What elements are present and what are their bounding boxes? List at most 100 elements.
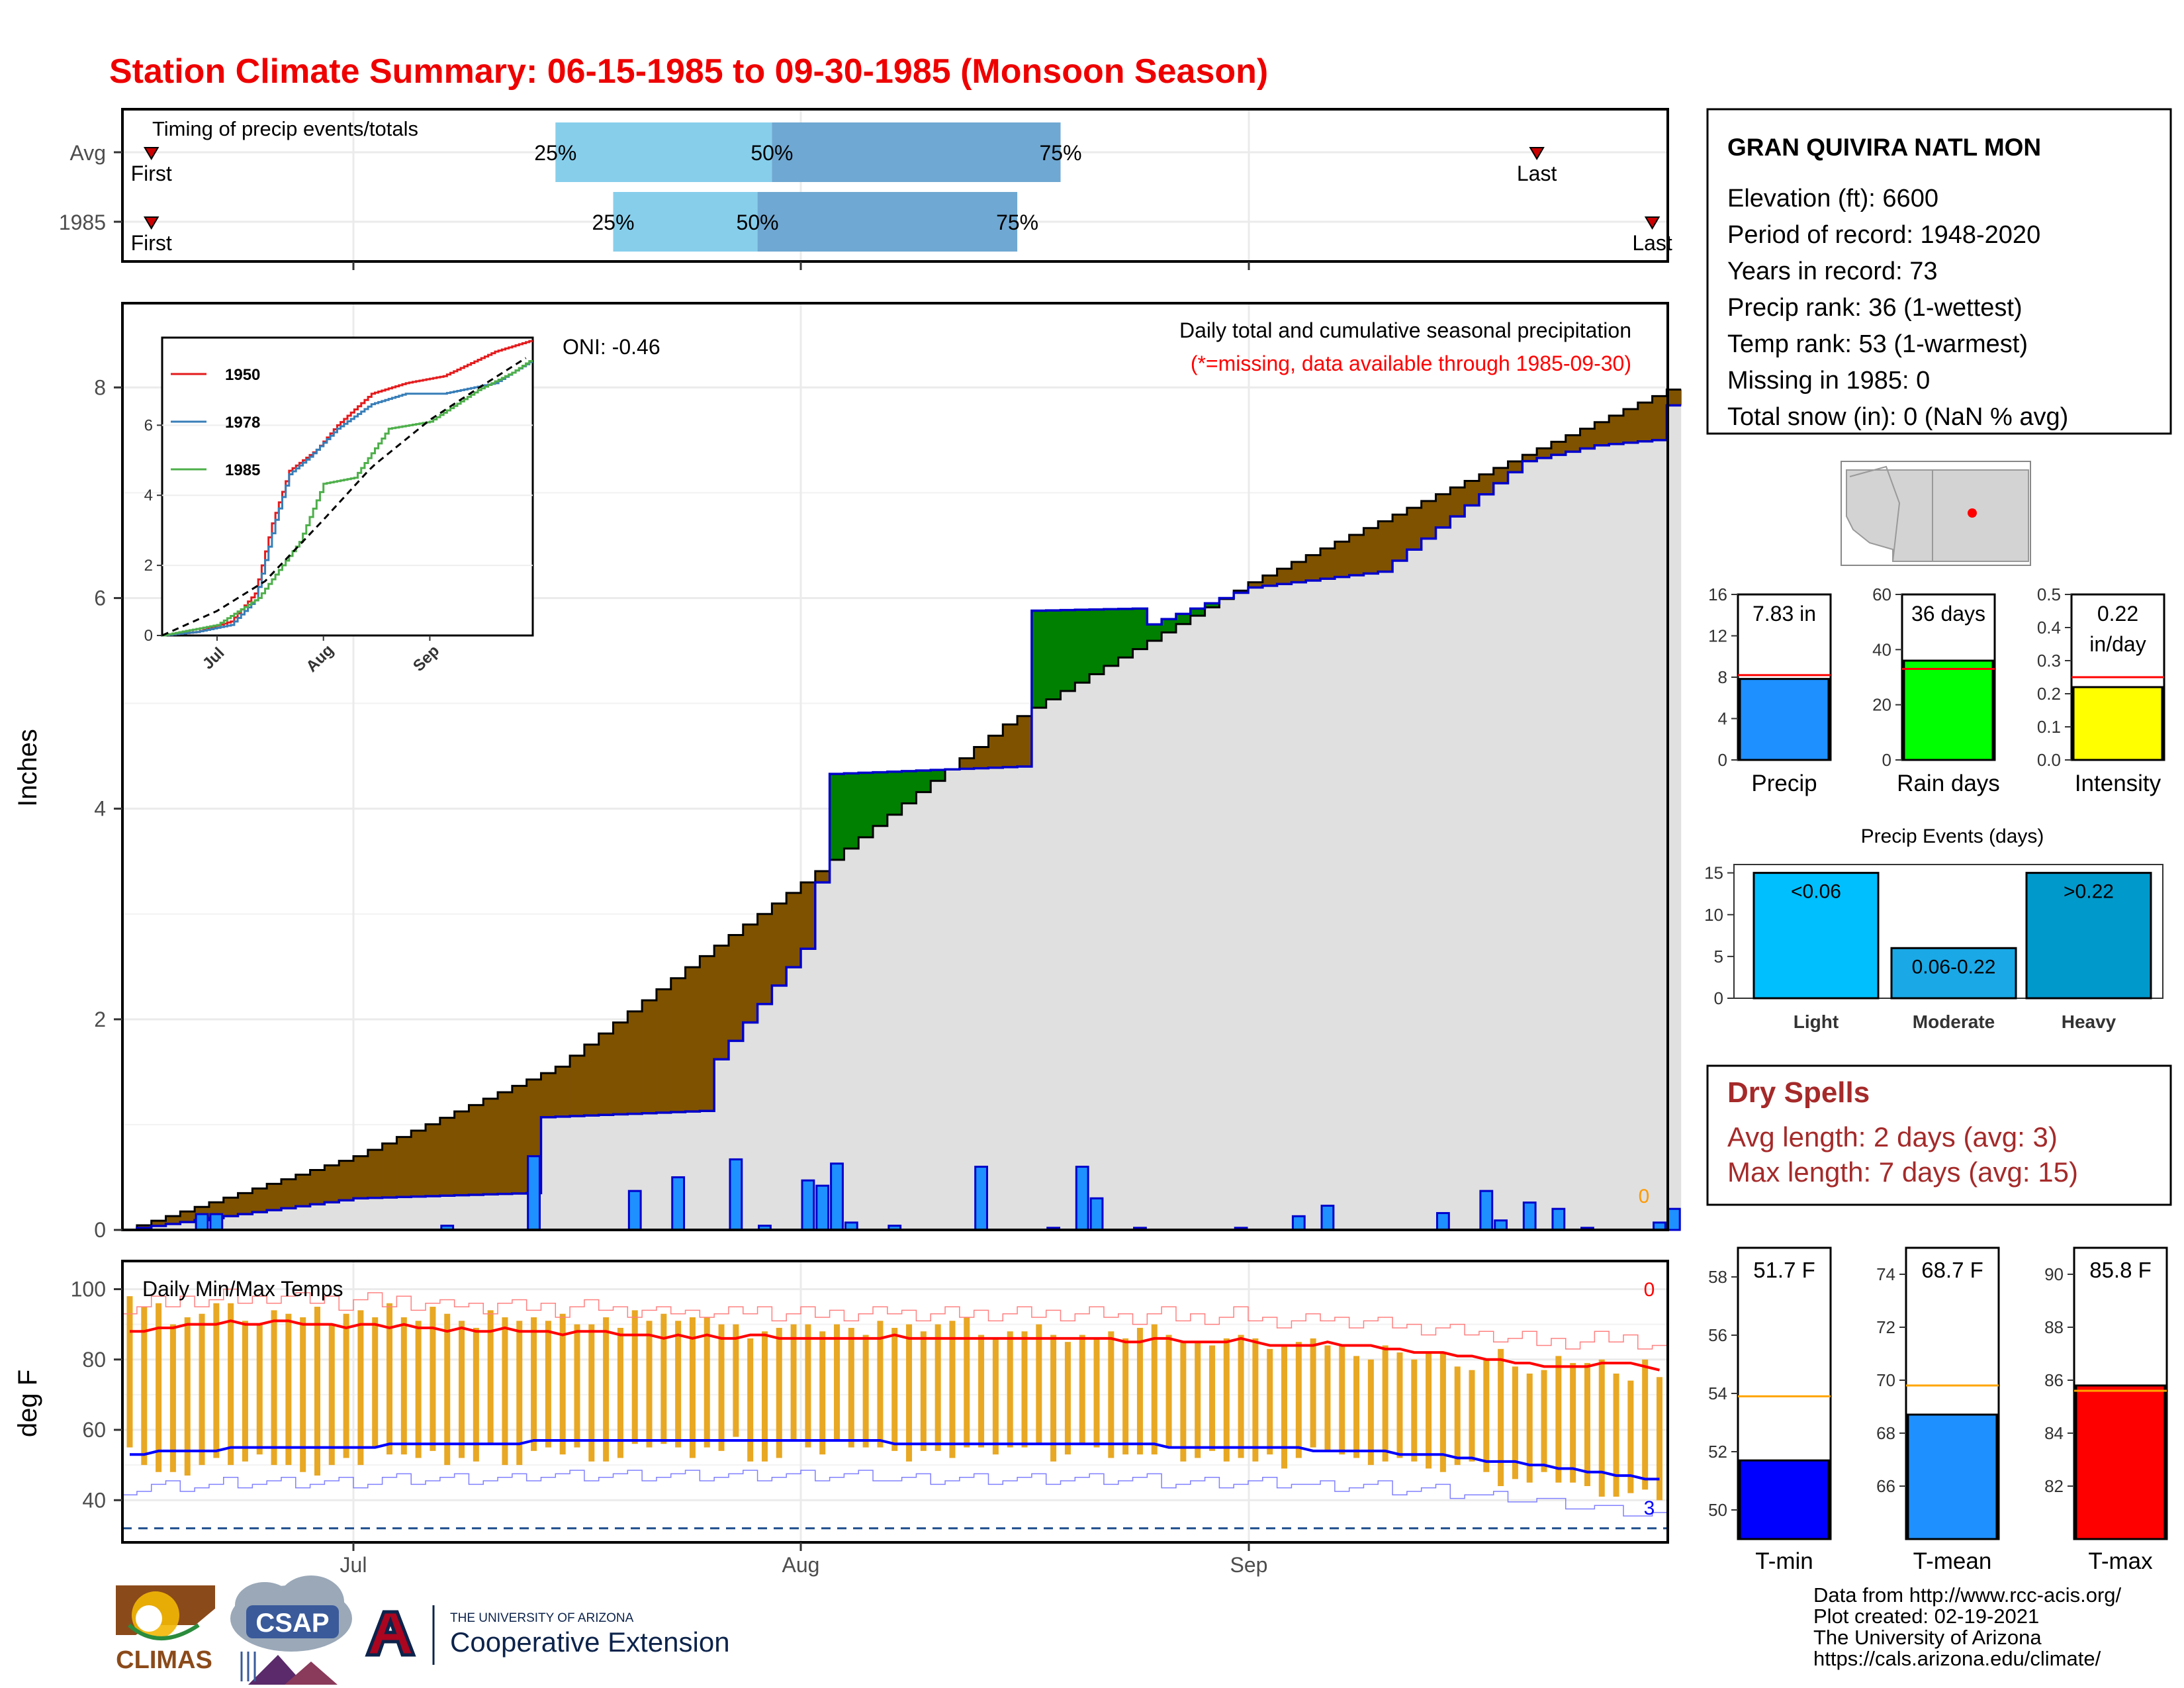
deficit-segment [714,945,729,1060]
deficit-segment [1406,508,1422,550]
deficit-segment [483,1098,498,1195]
temp-bar-tick-label: 56 [1708,1325,1727,1345]
inset-legend-label: 1985 [225,461,260,479]
first-event-marker [143,147,159,160]
daily-precip-bar [671,1176,686,1231]
inset-y-tick-label: 2 [144,557,153,575]
deficit-segment [353,1156,369,1199]
timing-title: Timing of precip events/totals [152,117,418,140]
daily-temp-range-bar [1295,1342,1302,1458]
deficit-segment [469,1105,484,1195]
deficit-segment [136,1225,152,1229]
daily-temp-range-bar [228,1303,234,1466]
daily-temp-range-bar [1079,1335,1085,1444]
daily-temp-range-bar [1555,1356,1562,1483]
daily-temp-range-bar [862,1335,869,1448]
surplus-segment [1175,614,1191,624]
daily-temp-range-bar [516,1321,523,1466]
daily-temp-range-bar [357,1310,364,1466]
last-event-label: Last [1517,162,1557,185]
daily-precip-bar [1479,1190,1494,1231]
deficit-segment [498,1092,513,1194]
daily-temp-range-bar [1426,1352,1432,1469]
temp-bar-tick-label: 54 [1708,1383,1727,1403]
daily-temp-range-bar [141,1307,148,1466]
mini-bar-value [2072,686,2163,761]
timing-row-label-avg: Avg [69,141,106,165]
daily-temp-range-bar [1252,1338,1259,1462]
last-event-label: Last [1632,231,1672,255]
temp-bar-tick-label: 72 [1876,1317,1895,1337]
daily-temp-range-bar [1498,1348,1504,1486]
daily-precip-bar [1320,1204,1335,1231]
daily-temp-range-bar [1411,1359,1418,1462]
station-line: Temp rank: 53 (1-warmest) [1727,330,2028,358]
temp-bar-tick-label: 74 [1876,1264,1895,1284]
daily-temp-range-bar [805,1324,811,1448]
station-info-box: GRAN QUIVIRA NATL MON Elevation (ft): 66… [1706,108,2172,435]
surplus-segment [916,770,931,792]
temp-bar-tick-label: 68 [1876,1423,1895,1443]
mini-bar-tick-label: 0.2 [2037,684,2061,704]
temp-panel-title: Daily Min/Max Temps [142,1277,343,1301]
dry-spells-max: Max length: 7 days (avg: 15) [1727,1156,2078,1188]
daily-precip-bar [974,1166,988,1231]
deficit-segment [974,747,989,769]
daily-temp-range-bar [877,1321,884,1448]
deficit-segment [541,1073,556,1117]
deficit-segment [1666,389,1682,406]
deficit-segment [1479,474,1494,494]
events-tick-label: 15 [1704,863,1723,883]
daily-temp-range-bar [1223,1338,1230,1462]
daily-temp-range-bar [906,1324,913,1462]
daily-temp-range-bar [400,1317,407,1455]
inset-x-tick-label: Jul [199,644,228,673]
inset-series-1978 [162,361,533,637]
deficit-segment [1334,541,1350,577]
precip-y-tick-label: 0 [94,1218,106,1242]
daily-precip-bar [830,1162,844,1231]
daily-temp-range-bar [343,1313,349,1458]
daily-temp-range-bar [1007,1331,1013,1448]
timing-p75-label: 75% [996,211,1038,234]
daily-temp-range-bar [1512,1366,1518,1479]
event-range-label: <0.06 [1791,881,1841,903]
deficit-segment [815,870,831,882]
daily-temp-range-bar [1656,1377,1662,1501]
temp-bar-tick-label: 88 [2044,1317,2064,1337]
avg-min-temp-line [130,1438,1660,1481]
daily-temp-range-bar [487,1310,494,1444]
event-category-bar [2025,872,2152,1000]
surplus-segment [844,773,859,849]
daily-temp-range-bar [156,1303,162,1472]
station-name: GRAN QUIVIRA NATL MON [1727,134,2041,161]
deficit-segment [743,924,758,1023]
freeze-day-count: 3 [1644,1497,1655,1519]
precip-panel-title: Daily total and cumulative seasonal prec… [1179,318,1631,342]
deficit-segment [1551,442,1567,455]
daily-temp-range-bar [1439,1352,1446,1472]
temp-y-tick-label: 80 [82,1348,106,1372]
x-tick-label: Sep [1230,1553,1268,1577]
timing-row-label-year: 1985 [59,211,106,234]
precip-y-tick-label: 8 [94,375,106,399]
inset-series-1950 [162,340,533,637]
inset-legend-label: 1950 [225,366,260,384]
climas-logo: CLIMAS [116,1585,215,1674]
temp-bar-value [1739,1459,1830,1540]
surplus-segment [1089,609,1105,675]
mini-bar-tick-label: 0.4 [2037,618,2061,637]
dry-spells-avg: Avg length: 2 days (avg: 3) [1727,1121,2058,1152]
precip-missing-note: (*=missing, data available through 1985-… [1191,352,1631,375]
daily-temp-range-bar [1208,1345,1215,1451]
temp-bar-tick-label: 52 [1708,1442,1727,1462]
deficit-segment [151,1221,167,1227]
surplus-segment [829,774,845,860]
inset-x-tick-label: Aug [302,641,337,676]
daily-temp-range-bar [126,1296,133,1448]
deficit-segment [1637,402,1653,442]
deficit-segment [223,1197,239,1217]
timing-box-lower [613,192,758,252]
events-title: Precip Events (days) [1861,825,2044,847]
